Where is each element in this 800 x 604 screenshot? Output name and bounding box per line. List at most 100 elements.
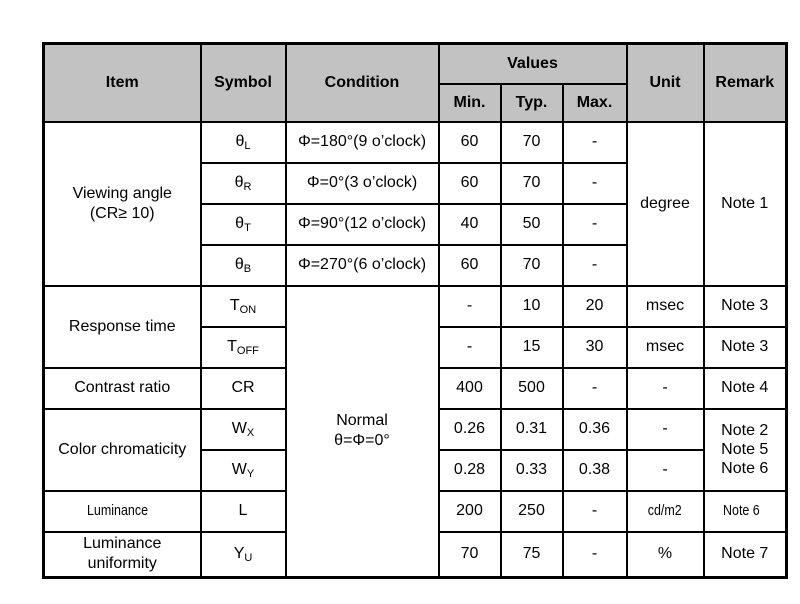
symbol-wy: WY bbox=[199, 448, 287, 492]
symbol-t-on: TON bbox=[199, 284, 287, 328]
remark-lines: Note 2 Note 5 Note 6 bbox=[721, 421, 768, 478]
min-theta-b: 60 bbox=[437, 243, 502, 287]
table-row-luminance-uniformity: Luminance uniformity YU 70 75 - % Note 7 bbox=[42, 530, 788, 579]
condition-normal-line2: θ=Φ=0° bbox=[334, 432, 390, 450]
unit-t-on: msec bbox=[625, 284, 705, 328]
optical-spec-table: Item Symbol Condition Values Unit Remark… bbox=[42, 42, 788, 579]
typ-luminance: 250 bbox=[499, 489, 564, 533]
symbol-subscript: R bbox=[243, 180, 252, 193]
item-response-time: Response time bbox=[42, 284, 202, 369]
item-luminance-uniformity-line2: uniformity bbox=[87, 555, 157, 573]
condition-normal-line1: Normal bbox=[336, 412, 388, 430]
table-row-theta-b: θB Φ=270°(6 o’clock) 60 70 - bbox=[44, 243, 787, 287]
symbol-wx: WX bbox=[199, 407, 287, 451]
max-t-on: 20 bbox=[561, 284, 628, 328]
symbol-theta-t: θT bbox=[199, 202, 287, 246]
table-row-theta-l: Viewing angle (CR≥ 10) θL Φ=180°(9 o’clo… bbox=[42, 120, 788, 287]
max-theta-l: - bbox=[561, 120, 628, 164]
remark-luminance-uniformity: Note 7 bbox=[702, 530, 788, 579]
table-row-contrast-ratio: Contrast ratio CR 400 500 - - Note 4 bbox=[42, 366, 788, 410]
item-luminance-label: Luminance bbox=[86, 503, 148, 519]
symbol-theta-r: θR bbox=[199, 161, 287, 205]
min-wy: 0.28 bbox=[437, 448, 502, 492]
typ-wx: 0.31 bbox=[499, 407, 564, 451]
col-header-min: Min. bbox=[437, 82, 502, 123]
min-t-off: - bbox=[437, 325, 502, 369]
remark-line: Note 5 bbox=[721, 441, 769, 458]
min-theta-t: 40 bbox=[437, 202, 502, 246]
remark-color-chromaticity: Note 2 Note 5 Note 6 bbox=[702, 407, 788, 492]
col-header-symbol: Symbol bbox=[199, 42, 287, 123]
symbol-subscript: OFF bbox=[236, 344, 259, 357]
max-theta-t: - bbox=[561, 202, 628, 246]
table-row-theta-r: θR Φ=0°(3 o’clock) 60 70 - bbox=[44, 161, 787, 205]
typ-luminance-uniformity: 75 bbox=[499, 530, 564, 579]
max-cr: - bbox=[561, 366, 628, 410]
symbol-yu: YU bbox=[199, 530, 287, 579]
table-row-theta-t: θT Φ=90°(12 o’clock) 40 50 - bbox=[44, 202, 787, 246]
unit-viewing-angle: degree bbox=[625, 120, 705, 287]
remark-cr: Note 4 bbox=[702, 366, 788, 410]
typ-theta-b: 70 bbox=[499, 243, 564, 287]
table-row-t-on: Response time TON Normal θ=Φ=0° - 10 20 m… bbox=[42, 284, 788, 579]
symbol-base: θ bbox=[234, 173, 244, 191]
condition-theta-b: Φ=270°(6 o’clock) bbox=[284, 243, 440, 287]
unit-luminance-uniformity: % bbox=[625, 530, 705, 579]
table-row-wx: Color chromaticity WX 0.26 0.31 0.36 - N… bbox=[42, 407, 788, 492]
item-luminance-uniformity: Luminance uniformity bbox=[42, 530, 202, 579]
remark-luminance-label: Note 6 bbox=[723, 503, 761, 519]
max-luminance-uniformity: - bbox=[561, 530, 628, 579]
item-viewing-angle-line2: (CR≥ 10) bbox=[89, 204, 155, 222]
typ-theta-t: 50 bbox=[499, 202, 564, 246]
col-header-condition: Condition bbox=[284, 42, 440, 123]
condition-normal: Normal θ=Φ=0° bbox=[284, 284, 440, 579]
unit-cr: - bbox=[625, 366, 705, 410]
symbol-subscript: U bbox=[244, 551, 253, 564]
symbol-subscript: B bbox=[243, 262, 252, 275]
symbol-base: W bbox=[231, 460, 247, 478]
typ-cr: 500 bbox=[499, 366, 564, 410]
col-header-remark: Remark bbox=[702, 42, 788, 123]
typ-theta-l: 70 bbox=[499, 120, 564, 164]
remark-line: Note 6 bbox=[721, 460, 769, 477]
item-contrast-ratio: Contrast ratio bbox=[42, 366, 202, 410]
symbol-subscript: L bbox=[244, 139, 251, 152]
min-wx: 0.26 bbox=[437, 407, 502, 451]
max-wy: 0.38 bbox=[561, 448, 628, 492]
symbol-base: Y bbox=[233, 544, 245, 562]
max-theta-r: - bbox=[561, 161, 628, 205]
symbol-base: θ bbox=[234, 255, 244, 273]
table-row-luminance: Luminance L 200 250 - cd/m2 Note 6 bbox=[42, 489, 788, 533]
min-theta-l: 60 bbox=[437, 120, 502, 164]
item-viewing-angle-line1: Viewing angle bbox=[72, 184, 172, 202]
remark-luminance: Note 6 bbox=[702, 489, 788, 533]
symbol-base: θ bbox=[235, 132, 245, 150]
unit-luminance: cd/m2 bbox=[625, 489, 705, 533]
typ-t-on: 10 bbox=[499, 284, 564, 328]
min-theta-r: 60 bbox=[437, 161, 502, 205]
symbol-subscript: ON bbox=[239, 303, 257, 316]
condition-theta-t: Φ=90°(12 o’clock) bbox=[284, 202, 440, 246]
symbol-theta-b: θB bbox=[199, 243, 287, 287]
remark-t-off: Note 3 bbox=[702, 325, 788, 369]
col-header-typ: Typ. bbox=[499, 82, 564, 123]
item-luminance-uniformity-line1: Luminance bbox=[83, 535, 162, 553]
header-row-2: Min. Typ. Max. bbox=[44, 82, 787, 123]
remark-t-on: Note 3 bbox=[702, 284, 788, 328]
typ-wy: 0.33 bbox=[499, 448, 564, 492]
table-row-wy: WY 0.28 0.33 0.38 - bbox=[44, 448, 787, 492]
symbol-cr: CR bbox=[199, 366, 287, 410]
condition-theta-r: Φ=0°(3 o’clock) bbox=[284, 161, 440, 205]
min-luminance: 200 bbox=[437, 489, 502, 533]
typ-t-off: 15 bbox=[499, 325, 564, 369]
unit-wy: - bbox=[625, 448, 705, 492]
item-viewing-angle: Viewing angle (CR≥ 10) bbox=[42, 120, 202, 287]
unit-luminance-label: cd/m2 bbox=[648, 503, 682, 519]
table-row-t-off: TOFF - 15 30 msec Note 3 bbox=[44, 325, 788, 369]
min-luminance-uniformity: 70 bbox=[437, 530, 502, 579]
max-t-off: 30 bbox=[561, 325, 628, 369]
symbol-base: T bbox=[227, 337, 237, 355]
max-luminance: - bbox=[561, 489, 628, 533]
col-header-values: Values bbox=[437, 42, 628, 85]
symbol-theta-l: θL bbox=[199, 120, 287, 164]
